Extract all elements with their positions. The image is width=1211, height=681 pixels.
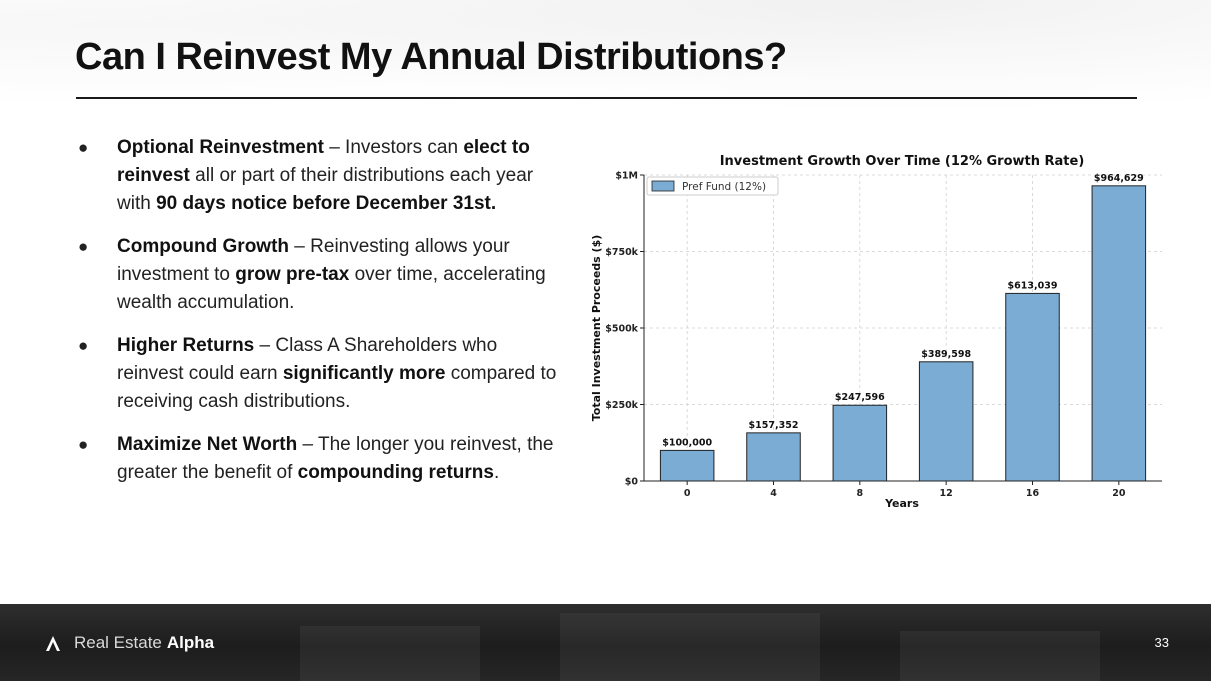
bullet-dot-icon: ● (78, 237, 89, 256)
chart-x-tick-label: 4 (770, 488, 777, 499)
chart-bar (659, 449, 715, 482)
bullet-emphasis-text: Compound Growth (117, 236, 290, 257)
chart-x-tick-label: 8 (857, 488, 864, 499)
chart-y-tick-label: $500k (605, 324, 638, 335)
bullet-dot-icon: ● (78, 138, 89, 157)
chart-x-tick-label: 12 (940, 488, 953, 499)
page-number: 33 (1154, 635, 1169, 650)
chart-canvas: Investment Growth Over Time (12% Growth … (590, 154, 1162, 510)
company-logo: Real Estate Alpha (44, 633, 214, 653)
footer-building-silhouette (560, 613, 820, 681)
bullet-emphasis-text: grow pre-tax (235, 264, 350, 285)
investment-growth-chart: Investment Growth Over Time (12% Growth … (583, 145, 1173, 515)
chart-gridlines (644, 174, 1162, 482)
bullet-emphasis-text: compounding returns (297, 462, 494, 483)
bullet-dot-icon: ● (78, 336, 89, 355)
bullet-emphasis-text: Higher Returns (117, 335, 255, 356)
bullet-item: ● Higher Returns – Class A Shareholders w… (78, 332, 568, 416)
bullet-text: – Investors can (323, 137, 464, 158)
bullet-emphasis-text: significantly more (282, 363, 446, 384)
chart-legend: Pref Fund (12%) (646, 176, 779, 196)
chart-data-label: $964,629 (1094, 173, 1144, 184)
chart-y-tick-label: $1M (615, 171, 638, 182)
bullet-text: over time, accelerating wealth accumulat… (117, 264, 546, 313)
bullet-list: ● Optional Reinvestment – Investors can e… (78, 134, 568, 502)
chart-bar (1005, 292, 1060, 482)
chart-x-tick-label: 16 (1026, 488, 1040, 499)
bullet-text: all or part of their distributions each … (117, 165, 534, 214)
bullet-item: ● Compound Growth – Reinvesting allows yo… (78, 233, 568, 317)
chart-data-label: $389,598 (921, 349, 971, 360)
bullet-emphasis-text: Optional Reinvestment (117, 137, 324, 158)
chart-bars: $100,000 $157,352 $247,596 $389,598 $613,039… (659, 173, 1147, 482)
logo-text-light: Real Estate (74, 633, 162, 652)
bullet-emphasis-text: 90 days notice before December 31st. (156, 193, 497, 214)
footer-bar: Real Estate Alpha 33 (0, 604, 1211, 681)
chart-y-tick-label: $0 (625, 477, 639, 488)
legend-label: Pref Fund (12%) (682, 181, 766, 193)
chart-y-tick-label: $250k (605, 400, 638, 411)
chart-data-label: $247,596 (835, 392, 885, 403)
chart-bar (832, 404, 888, 482)
chart-y-axis-label: Total Investment Proceeds ($) (590, 235, 603, 422)
chart-title: Investment Growth Over Time (12% Growth … (720, 154, 1085, 169)
bullet-item: ● Optional Reinvestment – Investors can e… (78, 134, 568, 218)
chart-bar (918, 361, 974, 482)
title-divider (76, 97, 1137, 99)
bullet-emphasis-text: Maximize Net Worth (117, 434, 298, 455)
footer-building-silhouette (300, 626, 480, 681)
chart-x-tick-label: 0 (684, 488, 691, 499)
bullet-text: – Class A Shareholders who reinvest coul… (117, 335, 498, 384)
bullet-item: ● Maximize Net Worth – The longer you rei… (78, 431, 568, 487)
chart-y-tick-label: $750k (605, 247, 638, 258)
chart-data-label: $613,039 (1008, 280, 1058, 291)
chart-bar (746, 432, 801, 482)
bullet-text: – The longer you reinvest, the greater t… (117, 434, 554, 483)
alpha-logo-icon (46, 636, 60, 651)
bullet-text: – Reinvesting allows your investment to (117, 236, 510, 285)
chart-bar (1091, 185, 1147, 482)
footer-building-silhouette (900, 631, 1100, 681)
header-background-texture (0, 0, 1211, 130)
chart-x-tick-label: 20 (1112, 488, 1126, 499)
chart-data-label: $100,000 (662, 437, 712, 448)
bullet-text: . (493, 462, 500, 483)
bullet-text: compared to receiving cash distributions… (117, 363, 557, 412)
bullet-dot-icon: ● (78, 435, 89, 454)
logo-text-bold: Alpha (166, 633, 215, 652)
chart-axes: $0 $250k $500k $750k $1M 0 4 8 12 16 20 (605, 171, 1162, 499)
bullet-emphasis-text: elect to reinvest (117, 137, 530, 186)
chart-data-label: $157,352 (749, 420, 799, 431)
slide-title: Can I Reinvest My Annual Distributions? (75, 36, 787, 78)
legend-box (646, 176, 779, 196)
legend-swatch (651, 180, 675, 192)
chart-x-axis-label: Years (884, 497, 919, 510)
